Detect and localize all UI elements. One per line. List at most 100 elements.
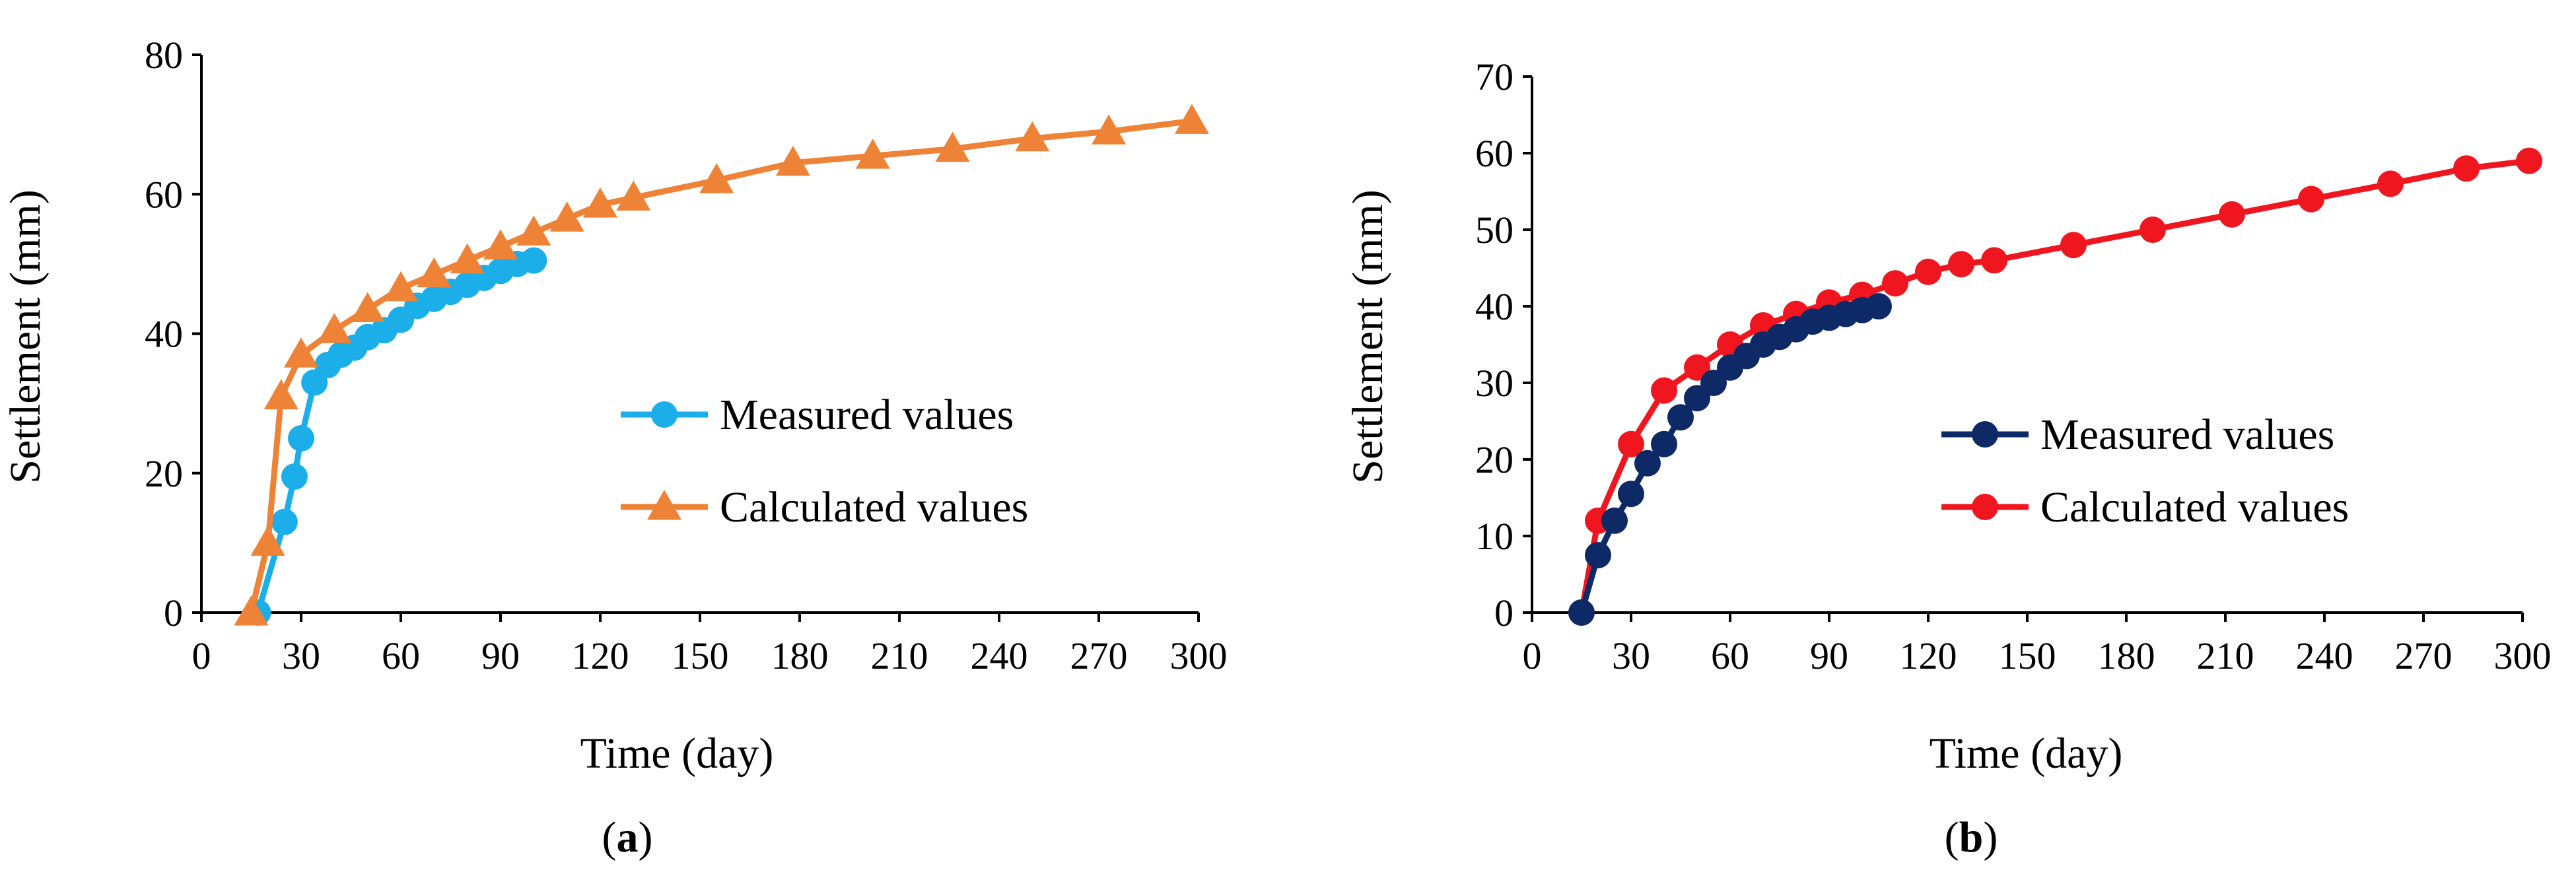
data-point bbox=[2377, 170, 2404, 197]
x-tick-label: 300 bbox=[1170, 634, 1228, 677]
x-tick-label: 150 bbox=[1999, 634, 2056, 677]
data-point bbox=[417, 257, 452, 288]
data-point bbox=[2298, 185, 2324, 213]
chart-panel-b: 0 10 20 30 40 50 60 70 0 30 60 90 120 150 180 210 240 270… bbox=[1344, 55, 2552, 861]
x-tick-label: 60 bbox=[382, 634, 420, 677]
series-calculated-values bbox=[234, 104, 1209, 626]
data-point bbox=[271, 508, 298, 535]
data-point bbox=[1882, 270, 1908, 297]
data-point bbox=[855, 139, 890, 169]
data-point bbox=[1667, 404, 1694, 431]
legend-label: Calculated values bbox=[2040, 483, 2349, 531]
x-tick-label: 240 bbox=[971, 634, 1028, 677]
x-tick-label: 270 bbox=[1070, 634, 1128, 677]
series-measured-values bbox=[1568, 293, 1892, 626]
y-tick-label: 0 bbox=[1494, 591, 1514, 634]
data-point bbox=[263, 379, 298, 410]
data-point bbox=[516, 215, 551, 246]
data-point bbox=[699, 163, 734, 193]
x-tick-label: 120 bbox=[1900, 634, 1957, 677]
data-point bbox=[1634, 450, 1661, 477]
y-tick-label: 40 bbox=[1475, 285, 1514, 328]
y-tick-label: 40 bbox=[145, 313, 183, 356]
legend-entry: Measured values bbox=[1941, 411, 2334, 459]
x-tick-label: 90 bbox=[481, 634, 520, 677]
x-tick-label: 0 bbox=[1523, 634, 1542, 677]
data-point bbox=[1174, 104, 1209, 134]
x-tick-label: 180 bbox=[2098, 634, 2155, 677]
legend-entry: Measured values bbox=[621, 391, 1014, 439]
data-point bbox=[284, 337, 318, 368]
x-tick-label: 30 bbox=[1612, 634, 1650, 677]
data-point bbox=[1015, 121, 1050, 152]
y-tick-label: 50 bbox=[1475, 209, 1514, 252]
data-point bbox=[483, 229, 518, 259]
legend-entry: Calculated values bbox=[621, 483, 1028, 531]
legend-swatch-marker bbox=[1972, 494, 1998, 520]
data-point bbox=[317, 313, 352, 343]
x-axis-label: Time (day) bbox=[580, 729, 774, 778]
legend-swatch-marker bbox=[651, 401, 678, 428]
x-tick-label: 90 bbox=[1810, 634, 1848, 677]
data-point bbox=[549, 201, 584, 232]
legend-entry: Calculated values bbox=[1941, 483, 2349, 531]
legend: Measured values Calculated values bbox=[1941, 411, 2349, 531]
y-tick-label: 80 bbox=[145, 34, 183, 77]
data-point bbox=[1865, 293, 1892, 319]
data-point bbox=[1915, 258, 1941, 285]
data-point bbox=[288, 424, 314, 452]
data-point bbox=[1585, 542, 1611, 568]
x-axis-label: Time (day) bbox=[1930, 729, 2123, 778]
x-tick-label: 180 bbox=[771, 634, 829, 677]
y-tick-label: 30 bbox=[1475, 362, 1514, 405]
legend-label: Calculated values bbox=[720, 483, 1028, 531]
data-point bbox=[1618, 430, 1644, 457]
data-point bbox=[1651, 377, 1677, 404]
legend-swatch-marker bbox=[647, 490, 681, 520]
x-tick-label: 300 bbox=[2494, 634, 2552, 677]
x-tick-label: 270 bbox=[2395, 634, 2453, 677]
data-point bbox=[583, 187, 617, 218]
x-tick-label: 30 bbox=[282, 634, 320, 677]
data-point bbox=[281, 463, 308, 490]
data-point bbox=[350, 292, 385, 323]
data-point bbox=[935, 131, 970, 162]
x-tick-label: 0 bbox=[192, 634, 211, 677]
legend-label: Measured values bbox=[2040, 411, 2334, 459]
data-point bbox=[2140, 217, 2166, 243]
data-point bbox=[234, 595, 269, 626]
data-point bbox=[775, 145, 810, 176]
x-tick-label: 120 bbox=[572, 634, 629, 677]
data-point bbox=[1981, 247, 2007, 274]
panel-label: (b) bbox=[1945, 813, 1998, 861]
series-measured-values bbox=[244, 247, 547, 626]
data-point bbox=[1568, 599, 1595, 626]
data-point bbox=[250, 525, 285, 556]
y-tick-label: 20 bbox=[145, 452, 183, 495]
x-tick-label: 150 bbox=[672, 634, 729, 677]
legend-label: Measured values bbox=[720, 391, 1014, 439]
y-tick-label: 60 bbox=[145, 173, 183, 216]
y-tick-label: 10 bbox=[1475, 515, 1514, 558]
data-point bbox=[1651, 430, 1677, 457]
data-point bbox=[2453, 155, 2480, 182]
panel-label: (a) bbox=[602, 813, 653, 861]
x-tick-label: 210 bbox=[871, 634, 928, 677]
data-point bbox=[1092, 114, 1127, 145]
chart-panel-a: 0 20 40 60 80 0 30 60 90 120 150 180 210 240 270 300 Tim… bbox=[1, 34, 1228, 861]
y-tick-label: 60 bbox=[1475, 132, 1514, 175]
data-point bbox=[1601, 507, 1628, 534]
y-tick-label: 20 bbox=[1475, 438, 1514, 481]
x-tick-label: 210 bbox=[2197, 634, 2254, 677]
legend: Measured values Calculated values bbox=[621, 391, 1028, 531]
data-point bbox=[1618, 481, 1644, 508]
legend-swatch-marker bbox=[1972, 421, 1998, 448]
x-tick-label: 60 bbox=[1711, 634, 1749, 677]
data-point bbox=[520, 247, 547, 274]
data-point bbox=[2219, 201, 2245, 228]
data-point bbox=[450, 243, 485, 274]
y-axis-label: Settlement (mm) bbox=[1, 189, 50, 483]
x-tick-label: 240 bbox=[2296, 634, 2353, 677]
data-point bbox=[616, 180, 651, 211]
